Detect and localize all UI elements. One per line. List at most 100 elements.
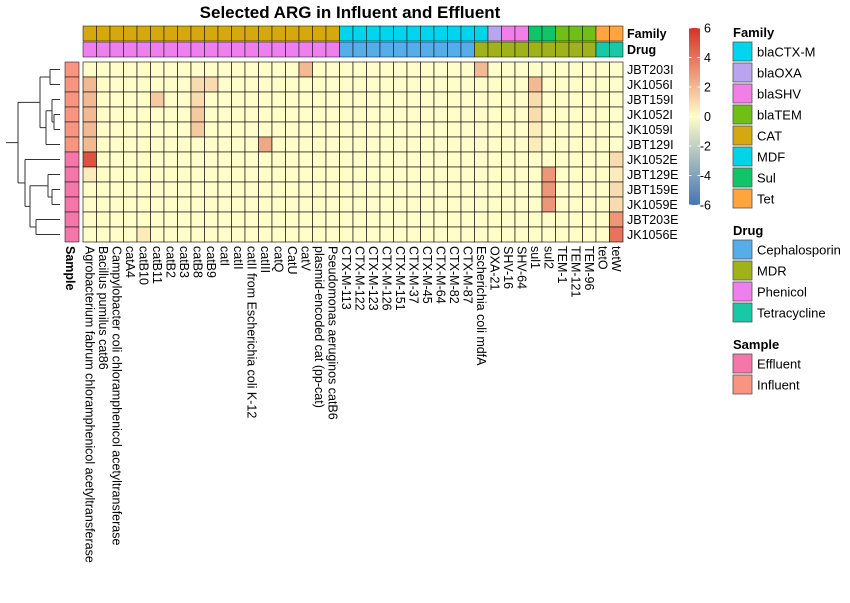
- heatmap-cell: [460, 151, 475, 168]
- heatmap-cell: [244, 136, 259, 153]
- heatmap-cell: [312, 106, 327, 123]
- heatmap-cell: [82, 211, 97, 228]
- heatmap-cell: [501, 91, 516, 108]
- heatmap-cell: [163, 76, 178, 93]
- heatmap-cell: [177, 181, 192, 198]
- column-label: sul1: [528, 246, 542, 269]
- heatmap-cell: [123, 166, 138, 183]
- heatmap-cell: [460, 61, 475, 78]
- heatmap-cell: [595, 91, 610, 108]
- heatmap-cell: [244, 181, 259, 198]
- heatmap-cell: [258, 61, 273, 78]
- heatmap-cell: [285, 196, 300, 213]
- heatmap-cell: [298, 121, 313, 138]
- heatmap-cell: [595, 151, 610, 168]
- heatmap-cell: [487, 61, 502, 78]
- heatmap-cell: [271, 196, 286, 213]
- heatmap-cell: [487, 166, 502, 183]
- column-label: SHV-64: [514, 246, 528, 289]
- heatmap-cell: [217, 121, 232, 138]
- heatmap-cell: [568, 76, 583, 93]
- family-bar-label: Family: [627, 27, 667, 41]
- legend-item-label: blaTEM: [757, 108, 802, 123]
- drug-cell: [325, 41, 340, 58]
- heatmap-cell: [514, 136, 529, 153]
- heatmap-cell: [420, 121, 435, 138]
- heatmap-cell: [217, 211, 232, 228]
- heatmap-cell: [568, 136, 583, 153]
- heatmap-cell: [433, 61, 448, 78]
- heatmap-cell: [271, 166, 286, 183]
- family-cell: [433, 25, 448, 42]
- family-cell: [568, 25, 583, 42]
- heatmap-cell: [96, 166, 111, 183]
- heatmap-cell: [460, 121, 475, 138]
- row-label: JBT203E: [627, 213, 678, 227]
- family-cell: [231, 25, 246, 42]
- row-label: JBT159I: [627, 93, 674, 107]
- heatmap-cell: [271, 136, 286, 153]
- heatmap-cell: [568, 211, 583, 228]
- heatmap-cell: [582, 91, 597, 108]
- row-label: JK1052E: [627, 153, 678, 167]
- heatmap-cell: [244, 151, 259, 168]
- color-scale-tick-label: 2: [704, 81, 711, 95]
- heatmap-cell: [109, 91, 124, 108]
- heatmap-cell: [460, 166, 475, 183]
- heatmap-cell: [420, 136, 435, 153]
- heatmap-cell: [406, 166, 421, 183]
- heatmap-cell: [501, 181, 516, 198]
- family-cell: [285, 25, 300, 42]
- heatmap-cell: [150, 121, 165, 138]
- heatmap-cell: [136, 151, 151, 168]
- heatmap-cell: [244, 226, 259, 243]
- heatmap-cell: [433, 121, 448, 138]
- heatmap-cell: [82, 106, 97, 123]
- heatmap-cell: [339, 91, 354, 108]
- heatmap-cell: [96, 181, 111, 198]
- legend-item-label: Phenicol: [757, 285, 807, 300]
- heatmap-cell: [609, 226, 624, 243]
- heatmap-cell: [460, 76, 475, 93]
- heatmap-cell: [609, 76, 624, 93]
- column-label: catB10: [136, 246, 150, 285]
- heatmap-cell: [487, 211, 502, 228]
- heatmap-cell: [555, 226, 570, 243]
- heatmap-cell: [366, 136, 381, 153]
- sample-cell: [64, 91, 80, 108]
- drug-cell: [366, 41, 381, 58]
- family-cell: [514, 25, 529, 42]
- heatmap-cell: [231, 106, 246, 123]
- heatmap-cell: [285, 61, 300, 78]
- heatmap-cell: [82, 181, 97, 198]
- row-label: JK1052I: [627, 108, 673, 122]
- heatmap-cell: [474, 226, 489, 243]
- heatmap-cell: [109, 181, 124, 198]
- heatmap-cell: [582, 181, 597, 198]
- heatmap-cell: [393, 76, 408, 93]
- heatmap-cell: [82, 196, 97, 213]
- heatmap-cell: [82, 61, 97, 78]
- drug-cell: [447, 41, 462, 58]
- heatmap-cell: [501, 196, 516, 213]
- legend-item-label: Tetracycline: [757, 306, 826, 321]
- heatmap-cell: [109, 76, 124, 93]
- drug-cell: [541, 41, 556, 58]
- drug-cell: [163, 41, 178, 58]
- heatmap-cell: [150, 106, 165, 123]
- legend-item-label: MDF: [757, 150, 785, 165]
- heatmap-cell: [595, 121, 610, 138]
- heatmap-cell: [474, 121, 489, 138]
- heatmap-cell: [501, 136, 516, 153]
- heatmap-cell: [487, 181, 502, 198]
- family-cell: [271, 25, 286, 42]
- color-scale-tick-label: -2: [700, 140, 711, 154]
- heatmap-cell: [150, 136, 165, 153]
- heatmap-cell: [433, 166, 448, 183]
- column-label: catIII: [258, 246, 272, 273]
- heatmap-cell: [217, 61, 232, 78]
- heatmap-cell: [258, 196, 273, 213]
- heatmap-cell: [339, 61, 354, 78]
- heatmap-cell: [474, 166, 489, 183]
- heatmap-cell: [204, 136, 219, 153]
